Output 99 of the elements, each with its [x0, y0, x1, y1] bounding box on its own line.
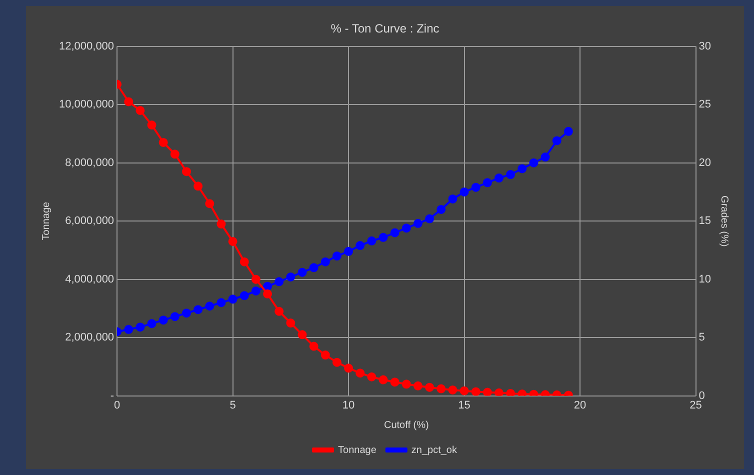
legend-label: Tonnage	[338, 444, 377, 456]
point	[170, 312, 180, 322]
point	[274, 306, 284, 316]
point	[298, 330, 307, 340]
y-axis-title: Tonnage	[40, 201, 52, 240]
point	[471, 182, 480, 192]
y-tick-label: 2,000,000	[65, 332, 114, 344]
point	[216, 220, 226, 229]
point	[320, 257, 330, 266]
point	[263, 282, 272, 291]
y-tick-label: 12,000,000	[58, 40, 114, 52]
point	[460, 386, 469, 396]
point	[309, 342, 318, 351]
point	[147, 319, 156, 328]
point	[378, 375, 388, 384]
y2-tick-label: 5	[698, 332, 705, 344]
point	[170, 150, 180, 159]
x-tick-label: 5	[230, 399, 236, 412]
point	[460, 187, 469, 196]
point	[494, 388, 504, 396]
point	[158, 316, 168, 325]
y2-tick-label: 30	[698, 40, 712, 52]
y2-tick-label: 15	[698, 215, 712, 228]
point	[448, 194, 458, 204]
point	[367, 236, 376, 246]
point	[390, 228, 400, 238]
point	[390, 378, 400, 387]
x-tick-label: 15	[458, 399, 470, 412]
point	[378, 232, 388, 242]
point	[136, 322, 145, 332]
point	[448, 385, 458, 394]
point	[518, 164, 527, 174]
point	[540, 152, 550, 162]
x-axis-title: Cutoff (%)	[384, 420, 429, 431]
point	[286, 318, 296, 328]
point	[298, 268, 307, 277]
point	[228, 294, 238, 304]
y2-tick-label: 25	[698, 98, 712, 111]
point	[436, 384, 446, 394]
point	[529, 158, 538, 168]
point	[251, 286, 260, 296]
point	[564, 126, 573, 136]
point	[147, 120, 156, 130]
point	[274, 277, 284, 286]
point	[158, 138, 168, 147]
point	[309, 263, 318, 272]
y2-tick-label: 10	[698, 273, 712, 286]
y-tick-label: 6,000,000	[65, 215, 114, 228]
chart-title: % - Ton Curve : Zinc	[330, 22, 440, 36]
y-tick-label: 10,000,000	[58, 98, 114, 111]
point	[436, 204, 446, 214]
point	[413, 218, 422, 228]
x-tick-label: 25	[690, 399, 702, 412]
y-tick-label: -	[110, 390, 114, 402]
point	[124, 97, 134, 106]
point	[332, 358, 342, 367]
x-tick-label: 0	[114, 399, 120, 412]
point	[194, 305, 203, 314]
point	[356, 241, 365, 250]
point	[251, 274, 260, 284]
point	[471, 387, 480, 396]
point	[182, 308, 191, 318]
point	[240, 257, 249, 266]
point	[425, 382, 434, 392]
x-tick-label: 20	[574, 399, 586, 412]
point	[286, 272, 296, 282]
point	[402, 224, 411, 233]
point	[332, 252, 342, 261]
point	[182, 167, 191, 176]
point	[413, 381, 422, 390]
point	[356, 368, 365, 378]
point	[506, 170, 516, 180]
point	[482, 388, 492, 396]
point	[136, 106, 145, 115]
y-tick-label: 4,000,000	[65, 273, 114, 286]
point	[124, 324, 134, 334]
point	[344, 364, 354, 373]
point	[482, 178, 492, 188]
point	[320, 350, 330, 360]
point	[506, 388, 516, 396]
point	[425, 214, 434, 224]
point	[263, 289, 272, 298]
y2-tick-label: 20	[698, 156, 712, 169]
point	[494, 174, 504, 183]
y2-tick-label: 0	[698, 390, 705, 402]
point	[552, 136, 562, 146]
point	[344, 246, 354, 256]
point	[402, 380, 411, 389]
legend-label: zn_pct_ok	[411, 444, 458, 456]
point	[205, 199, 214, 208]
point	[367, 372, 376, 382]
point	[240, 291, 249, 300]
point	[216, 298, 226, 308]
point	[228, 236, 238, 246]
y-tick-label: 8,000,000	[65, 156, 114, 169]
x-tick-label: 10	[342, 399, 355, 412]
y2-axis-title: Grades (%)	[718, 196, 730, 247]
point	[194, 182, 203, 191]
point	[205, 302, 214, 311]
